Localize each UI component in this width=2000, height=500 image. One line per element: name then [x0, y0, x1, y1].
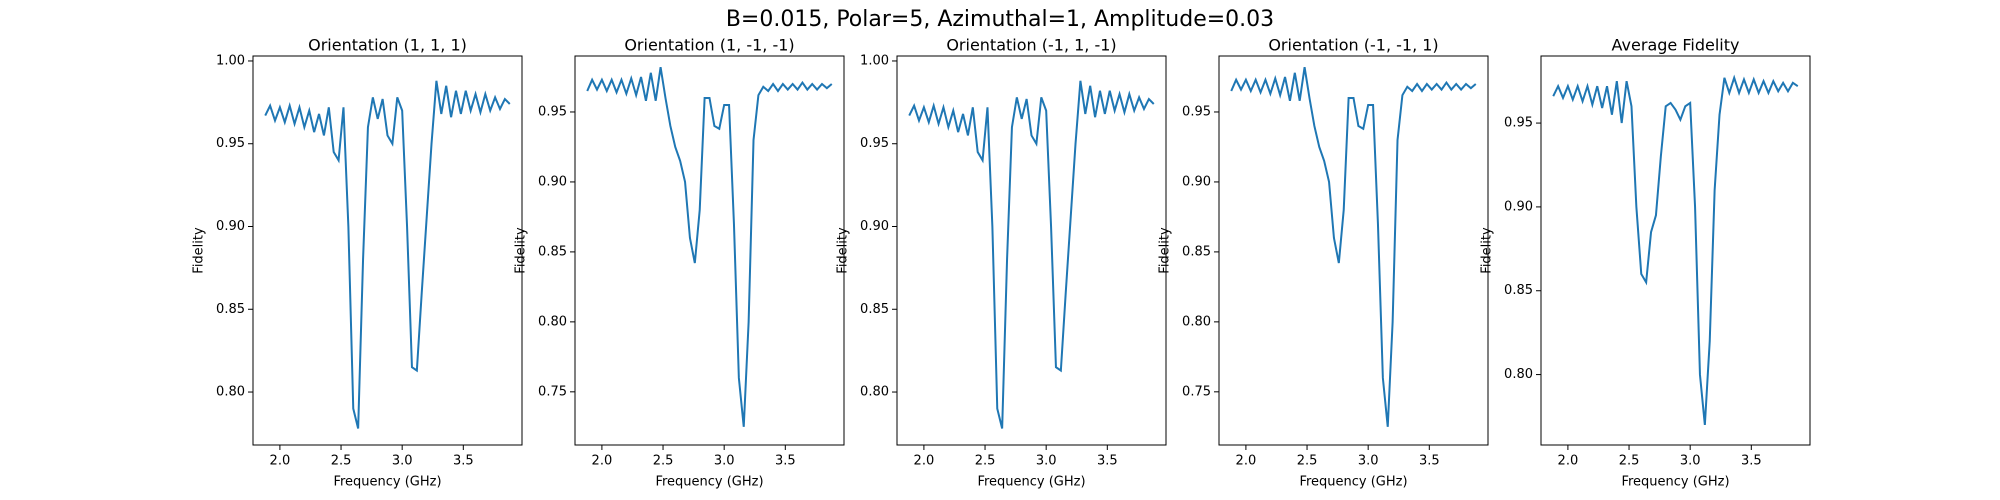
line — [1230, 67, 1477, 427]
plot-frame — [252, 55, 523, 446]
y-tick-label: 0.80 — [216, 385, 245, 400]
line — [1552, 74, 1799, 425]
y-tick-label: 0.85 — [216, 302, 245, 317]
x-tick-label: 2.5 — [331, 454, 352, 469]
x-tick-label: 2.0 — [1558, 454, 1579, 469]
y-tick-label: 0.85 — [538, 244, 567, 259]
x-tick-label: 2.0 — [592, 454, 613, 469]
line — [264, 80, 511, 429]
y-axis-label: Fidelity — [1480, 227, 1495, 274]
plot-frame — [574, 55, 845, 446]
x-tick-label: 3.0 — [1680, 454, 1701, 469]
figure-title: B=0.015, Polar=5, Azimuthal=1, Amplitude… — [726, 7, 1274, 32]
plot-frame — [1218, 55, 1489, 446]
plot-frame — [896, 55, 1167, 446]
x-tick-label: 3.0 — [392, 454, 413, 469]
y-axis-label: Fidelity — [1158, 227, 1173, 274]
y-tick-label: 1.00 — [216, 53, 245, 68]
x-tick-label: 2.5 — [1297, 454, 1318, 469]
y-tick-label: 0.95 — [216, 136, 245, 151]
y-tick-label: 0.80 — [860, 385, 889, 400]
x-tick-label: 3.5 — [775, 454, 796, 469]
x-axis-label: Frequency (GHz) — [1621, 475, 1729, 490]
x-tick-label: 3.5 — [1419, 454, 1440, 469]
x-tick-label: 3.5 — [1097, 454, 1118, 469]
y-tick-label: 0.95 — [1182, 104, 1211, 119]
y-tick-label: 0.90 — [216, 219, 245, 234]
y-tick-label: 0.80 — [1182, 314, 1211, 329]
y-tick-label: 0.90 — [860, 219, 889, 234]
y-tick-label: 0.95 — [860, 136, 889, 151]
x-tick-label: 3.0 — [714, 454, 735, 469]
x-tick-label: 2.5 — [1619, 454, 1640, 469]
y-axis-label: Fidelity — [514, 227, 529, 274]
subplot-title: Orientation (1, 1, 1) — [308, 36, 467, 55]
x-axis-label: Frequency (GHz) — [655, 475, 763, 490]
line — [586, 67, 833, 427]
y-tick-label: 0.90 — [538, 174, 567, 189]
subplot-title: Orientation (-1, -1, 1) — [1268, 36, 1438, 55]
y-tick-label: 0.75 — [1182, 384, 1211, 399]
y-tick-label: 0.95 — [1504, 116, 1533, 131]
y-tick-label: 1.00 — [860, 53, 889, 68]
y-tick-label: 0.90 — [1504, 199, 1533, 214]
x-tick-label: 3.5 — [1741, 454, 1762, 469]
x-tick-label: 3.0 — [1036, 454, 1057, 469]
y-tick-label: 0.80 — [538, 314, 567, 329]
y-tick-label: 0.80 — [1504, 367, 1533, 382]
x-tick-label: 3.5 — [453, 454, 474, 469]
y-axis-label: Fidelity — [836, 227, 851, 274]
x-tick-label: 2.0 — [1236, 454, 1257, 469]
line — [908, 80, 1155, 429]
y-tick-label: 0.75 — [538, 384, 567, 399]
x-axis-label: Frequency (GHz) — [333, 475, 441, 490]
y-tick-label: 0.95 — [538, 104, 567, 119]
plot-frame — [1540, 55, 1811, 446]
x-tick-label: 3.0 — [1358, 454, 1379, 469]
y-tick-label: 0.85 — [1182, 244, 1211, 259]
x-tick-label: 2.0 — [270, 454, 291, 469]
x-axis-label: Frequency (GHz) — [1299, 475, 1407, 490]
subplot-title: Orientation (1, -1, -1) — [624, 36, 794, 55]
x-tick-label: 2.5 — [975, 454, 996, 469]
x-tick-label: 2.5 — [653, 454, 674, 469]
y-tick-label: 0.90 — [1182, 174, 1211, 189]
y-axis-label: Fidelity — [192, 227, 207, 274]
x-tick-label: 2.0 — [914, 454, 935, 469]
subplot-title: Orientation (-1, 1, -1) — [946, 36, 1116, 55]
x-axis-label: Frequency (GHz) — [977, 475, 1085, 490]
y-tick-label: 0.85 — [860, 302, 889, 317]
y-tick-label: 0.85 — [1504, 283, 1533, 298]
subplot-title: Average Fidelity — [1612, 36, 1740, 55]
